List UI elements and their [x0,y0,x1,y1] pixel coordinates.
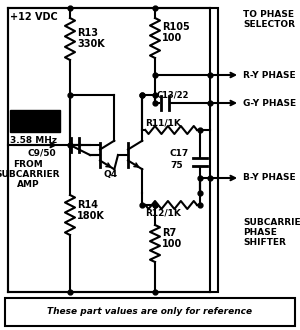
Text: R13: R13 [77,28,98,38]
Text: C17: C17 [170,149,189,158]
Text: R7: R7 [162,228,176,238]
Text: C9/50: C9/50 [28,148,56,157]
Text: PHASE: PHASE [243,228,277,237]
Text: TO PHASE: TO PHASE [243,10,294,19]
Text: R-Y PHASE: R-Y PHASE [243,71,296,80]
Text: G-Y PHASE: G-Y PHASE [243,98,296,108]
Text: R12/1K: R12/1K [145,208,181,217]
Text: Q4: Q4 [103,170,117,180]
Text: 330K: 330K [77,39,105,49]
Text: SHIFTER: SHIFTER [243,238,286,247]
Bar [8,8,218,292]
Text: R14: R14 [77,200,98,210]
Text: R105: R105 [162,22,190,32]
Text: 75: 75 [170,161,183,170]
Text: 100: 100 [162,239,182,249]
Text: +12 VDC: +12 VDC [10,12,58,22]
Bar [5,298,295,326]
Text: C13/22: C13/22 [157,90,190,99]
Bar [10,110,60,132]
Text: 180K: 180K [77,211,105,221]
Text: AMP: AMP [17,180,39,189]
Text: FROM: FROM [13,160,43,169]
Text: 3.58 MHz: 3.58 MHz [10,136,57,145]
Text: These part values are only for reference: These part values are only for reference [47,308,253,316]
Text: SUBCARRIER: SUBCARRIER [243,218,300,227]
Text: SELECTOR: SELECTOR [243,20,295,29]
Text: 100: 100 [162,33,182,43]
Text: R11/1K: R11/1K [145,118,181,127]
Text: SUBCARRIER: SUBCARRIER [0,170,60,179]
Text: B-Y PHASE: B-Y PHASE [243,174,296,182]
